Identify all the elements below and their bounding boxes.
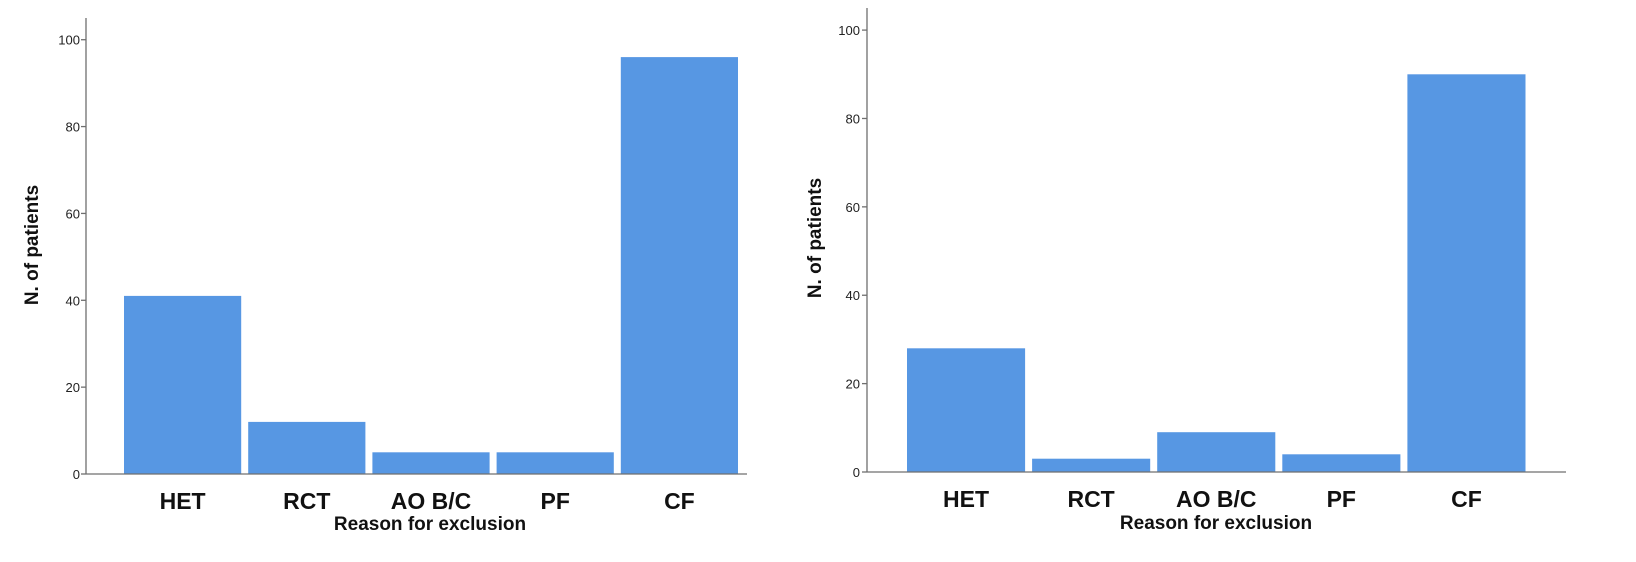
- bar-pf: [496, 452, 614, 474]
- x-axis-title: Reason for exclusion: [1120, 513, 1312, 534]
- bar-rct: [1032, 458, 1151, 472]
- y-tick-label: 100: [838, 23, 860, 38]
- y-tick-label: 80: [66, 120, 80, 135]
- x-tick-label: PF: [541, 488, 570, 514]
- bar-cf: [620, 57, 738, 474]
- x-tick-label: CF: [664, 488, 695, 514]
- bar-rct: [248, 421, 366, 474]
- y-tick-label: 20: [846, 377, 860, 392]
- y-tick-label: 60: [66, 206, 80, 221]
- y-tick-label: 0: [73, 467, 80, 482]
- y-axis-title: N. of patients: [22, 185, 43, 305]
- y-axis-title: N. of patients: [805, 178, 826, 298]
- x-tick-label: RCT: [283, 488, 330, 514]
- bar-cf: [1407, 74, 1526, 473]
- x-tick-label: HET: [943, 486, 989, 512]
- y-tick-label: 80: [846, 111, 860, 126]
- x-tick-label: HET: [160, 488, 206, 514]
- y-tick-label: 60: [846, 200, 860, 215]
- x-tick-label: RCT: [1067, 486, 1114, 512]
- bar-ao-b-c: [372, 452, 490, 474]
- y-tick-label: 20: [66, 380, 80, 395]
- y-tick-label: 40: [846, 288, 860, 303]
- bar-het: [907, 348, 1026, 472]
- x-tick-label: PF: [1327, 486, 1356, 512]
- bar-pf: [1282, 454, 1401, 472]
- x-tick-label: AO B/C: [1176, 486, 1257, 512]
- y-tick-label: 40: [66, 293, 80, 308]
- x-axis-title: Reason for exclusion: [334, 514, 526, 535]
- x-tick-label: CF: [1451, 486, 1482, 512]
- bar-het: [124, 295, 242, 474]
- y-tick-label: 0: [853, 465, 860, 480]
- bar-ao-b-c: [1157, 432, 1276, 472]
- chart-left: 0 20 40 60 80 100 HET RCT AO B/C PF CF Reason for e…: [22, 18, 747, 535]
- y-tick-label: 100: [58, 33, 80, 48]
- chart-right: 0 20 40 60 80 100 HET RCT AO B/C PF CF Reason for e…: [805, 8, 1566, 534]
- x-tick-label: AO B/C: [391, 488, 472, 514]
